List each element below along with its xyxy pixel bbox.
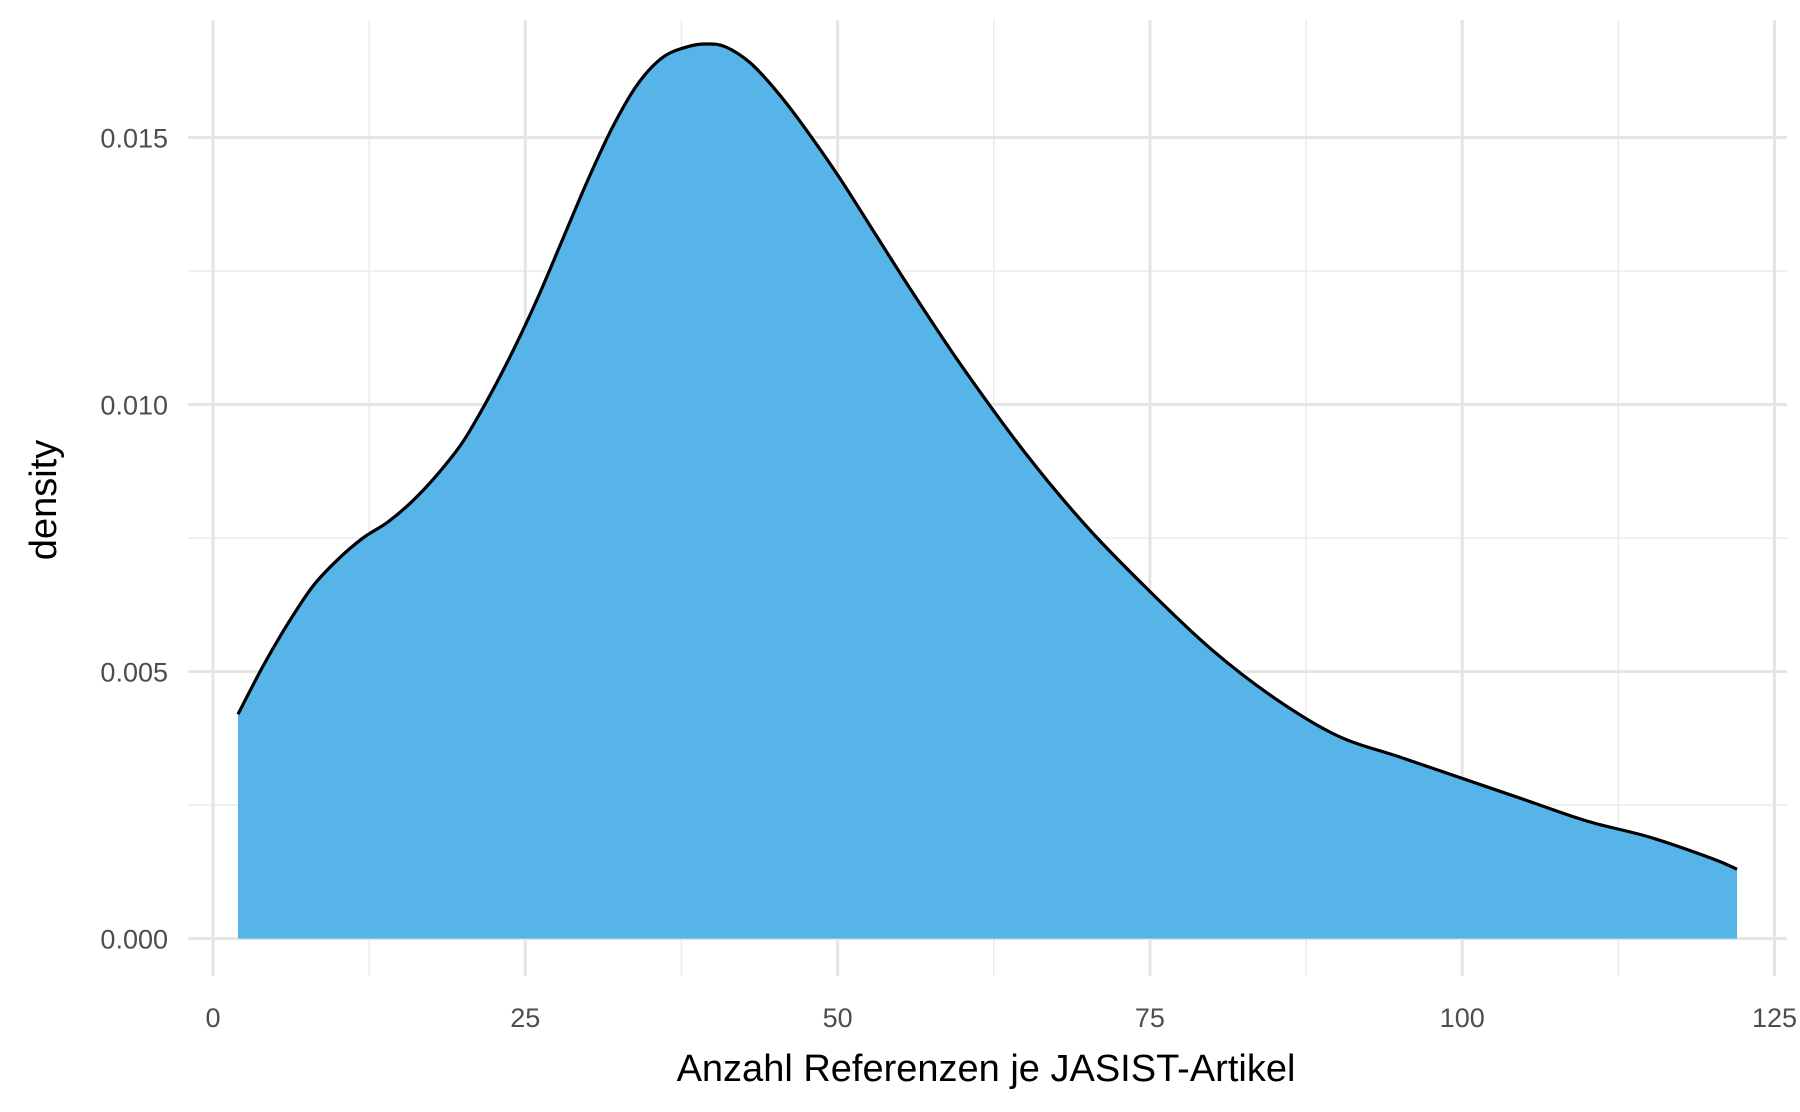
y-axis-title: density xyxy=(23,440,65,560)
x-tick-label: 100 xyxy=(1440,1003,1485,1033)
series-layer xyxy=(236,42,1738,939)
x-tick-labels: 0 25 50 75 100 125 xyxy=(205,1003,1797,1033)
density-area xyxy=(237,44,1738,939)
y-tick-label: 0.010 xyxy=(100,391,168,421)
y-tick-label: 0.015 xyxy=(100,123,168,153)
x-tick-label: 25 xyxy=(510,1003,540,1033)
y-tick-label: 0.005 xyxy=(100,658,168,688)
x-tick-label: 0 xyxy=(205,1003,220,1033)
x-tick-label: 75 xyxy=(1135,1003,1165,1033)
x-tick-label: 125 xyxy=(1752,1003,1797,1033)
y-tick-label: 0.000 xyxy=(100,925,168,955)
y-tick-labels: 0.000 0.005 0.010 0.015 xyxy=(100,123,168,954)
x-tick-label: 50 xyxy=(823,1003,853,1033)
x-axis-title: Anzahl Referenzen je JASIST-Artikel xyxy=(677,1048,1296,1090)
density-line xyxy=(236,42,1738,871)
